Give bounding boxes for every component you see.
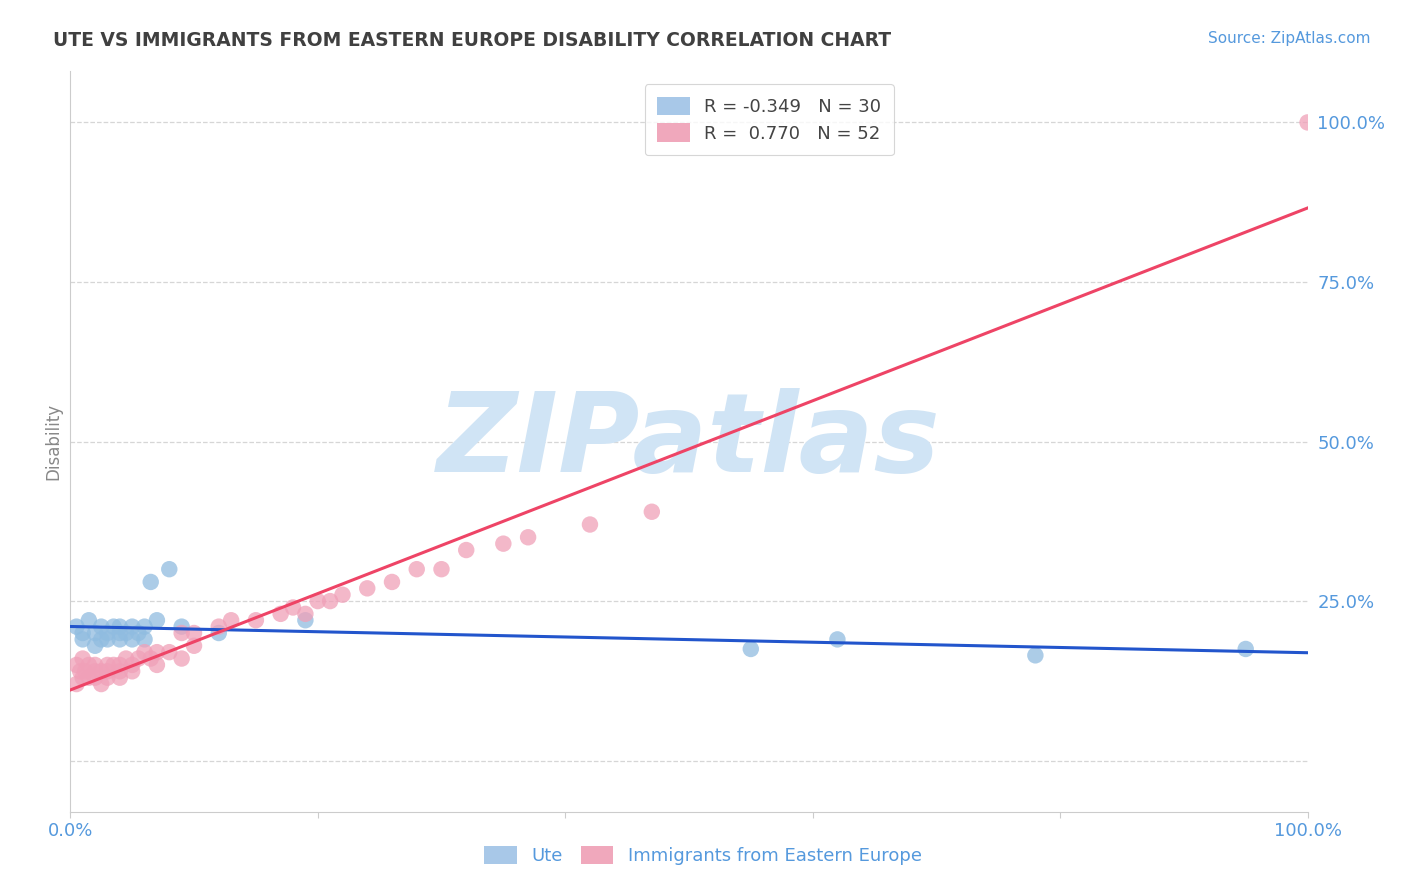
Point (219, 613, 242, 627)
Point (65, 619, 87, 633)
Point (84, 639, 107, 653)
Point (492, 536, 515, 550)
Point (134, 645, 156, 659)
Point (281, 600, 304, 615)
Point (90, 677, 112, 691)
Point (456, 543, 478, 558)
Point (294, 607, 316, 621)
Point (108, 632, 131, 647)
Text: UTE VS IMMIGRANTS FROM EASTERN EUROPE DISABILITY CORRELATION CHART: UTE VS IMMIGRANTS FROM EASTERN EUROPE DI… (53, 31, 891, 50)
Point (139, 651, 162, 665)
Point (72, 632, 94, 647)
Point (356, 582, 378, 596)
Point (157, 562, 180, 576)
Point (96, 626, 118, 640)
Point (170, 651, 193, 665)
Point (84, 665, 107, 679)
Point (90, 665, 112, 679)
Point (65, 657, 87, 672)
Point (294, 613, 316, 627)
Point (740, 642, 762, 657)
Point (245, 613, 267, 627)
Point (96, 665, 118, 679)
Point (65, 677, 87, 691)
Point (115, 626, 138, 640)
Point (319, 594, 342, 608)
Point (139, 574, 162, 589)
Point (381, 574, 404, 589)
Point (84, 671, 107, 685)
Point (430, 562, 453, 576)
Point (405, 562, 427, 576)
Point (146, 613, 169, 627)
Point (183, 626, 205, 640)
Point (1024, 648, 1046, 663)
Point (121, 632, 143, 647)
Point (75, 665, 97, 679)
Point (108, 619, 131, 633)
Point (108, 626, 131, 640)
Point (108, 657, 131, 672)
Point (170, 626, 193, 640)
Point (134, 619, 156, 633)
Point (146, 657, 169, 672)
Point (146, 645, 169, 659)
Point (827, 632, 849, 647)
Point (72, 626, 94, 640)
Point (121, 657, 143, 672)
Point (90, 632, 112, 647)
Point (208, 619, 231, 633)
Legend: R = -0.349   N = 30, R =  0.770   N = 52: R = -0.349 N = 30, R = 0.770 N = 52 (645, 84, 894, 155)
Point (170, 619, 193, 633)
Point (103, 619, 125, 633)
Point (127, 626, 149, 640)
Point (72, 671, 94, 685)
Point (77, 657, 100, 672)
Point (77, 613, 100, 627)
Point (96, 657, 118, 672)
Point (103, 657, 125, 672)
Point (307, 594, 329, 608)
Legend: Ute, Immigrants from Eastern Europe: Ute, Immigrants from Eastern Europe (475, 837, 931, 874)
Point (208, 626, 231, 640)
Text: ZIPatlas: ZIPatlas (437, 388, 941, 495)
Point (127, 651, 149, 665)
Point (72, 651, 94, 665)
Point (84, 626, 107, 640)
Point (108, 671, 131, 685)
Point (108, 665, 131, 679)
Point (121, 665, 143, 679)
Point (69, 665, 91, 679)
Point (1234, 642, 1257, 657)
Point (270, 607, 292, 621)
Text: Source: ZipAtlas.com: Source: ZipAtlas.com (1208, 31, 1371, 46)
Point (579, 517, 602, 532)
Point (332, 588, 354, 602)
Point (96, 671, 118, 685)
Point (121, 619, 143, 633)
Point (96, 632, 118, 647)
Point (157, 645, 180, 659)
Point (517, 530, 540, 544)
Point (115, 651, 138, 665)
Point (134, 632, 156, 647)
Point (84, 657, 107, 672)
Point (77, 671, 100, 685)
Point (90, 619, 112, 633)
Point (641, 505, 664, 519)
Y-axis label: Disability: Disability (44, 403, 62, 480)
Point (183, 639, 205, 653)
Point (1296, 115, 1319, 129)
